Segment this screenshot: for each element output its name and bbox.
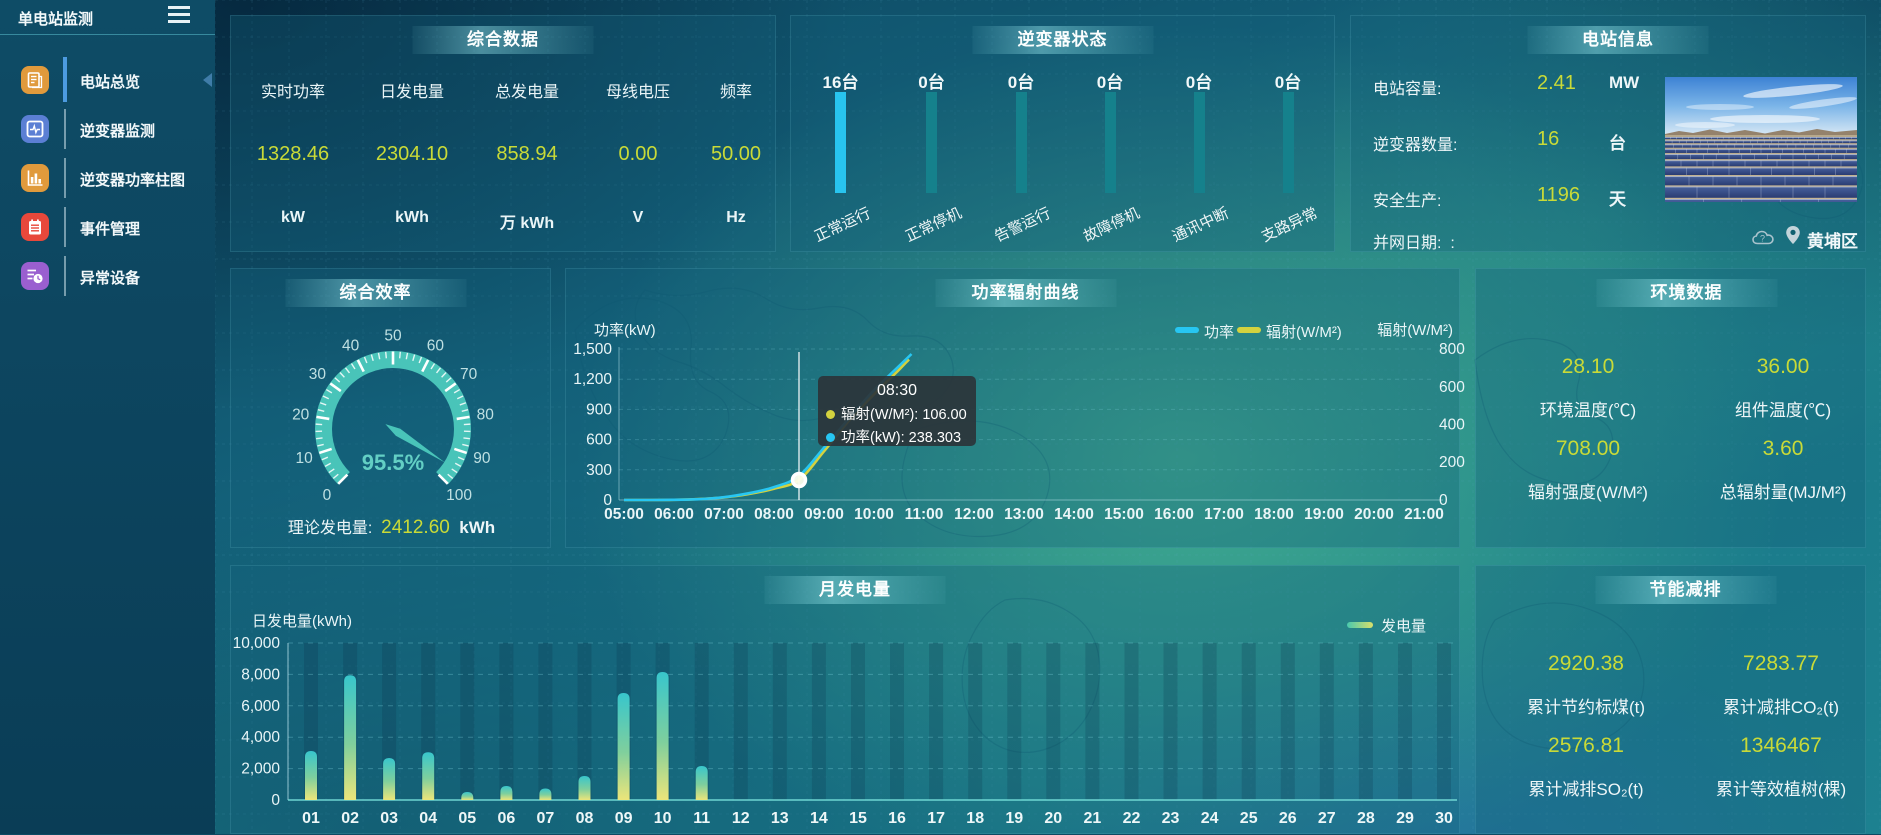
svg-text:11: 11 [693, 810, 710, 827]
svg-text:900: 900 [586, 401, 612, 418]
svg-text:08:00: 08:00 [754, 506, 794, 523]
svg-text:18:00: 18:00 [1254, 506, 1294, 523]
svg-text:6,000: 6,000 [241, 698, 280, 715]
svg-text:25: 25 [1240, 810, 1258, 827]
svg-text:14:00: 14:00 [1054, 506, 1094, 523]
svg-text:15: 15 [849, 810, 867, 827]
svg-text:90: 90 [473, 450, 491, 467]
svg-text:80: 80 [477, 406, 495, 423]
svg-text:20: 20 [292, 406, 310, 423]
svg-text:08: 08 [576, 810, 594, 827]
svg-text:21: 21 [1084, 810, 1102, 827]
svg-text:0: 0 [323, 487, 332, 504]
svg-text:11:00: 11:00 [905, 506, 944, 523]
svg-text:17: 17 [927, 810, 945, 827]
svg-text:16: 16 [888, 810, 906, 827]
svg-text:26: 26 [1279, 810, 1297, 827]
svg-text:28: 28 [1357, 810, 1375, 827]
svg-text:600: 600 [1439, 379, 1465, 396]
svg-text:16:00: 16:00 [1154, 506, 1194, 523]
svg-text:24: 24 [1201, 810, 1219, 827]
svg-text:27: 27 [1318, 810, 1336, 827]
svg-text:06:00: 06:00 [654, 506, 694, 523]
svg-text:200: 200 [1439, 454, 1465, 471]
svg-text:1,500: 1,500 [573, 341, 612, 358]
svg-text:12:00: 12:00 [954, 506, 994, 523]
svg-text:30: 30 [309, 366, 327, 383]
svg-text:04: 04 [419, 810, 437, 827]
svg-text:60: 60 [427, 338, 445, 355]
svg-text:13: 13 [771, 810, 789, 827]
svg-text:95.5%: 95.5% [362, 450, 424, 475]
svg-text:01: 01 [302, 810, 320, 827]
svg-text:20: 20 [1044, 810, 1062, 827]
svg-text:09: 09 [615, 810, 633, 827]
svg-text:4,000: 4,000 [241, 729, 280, 746]
svg-text:14: 14 [810, 810, 828, 827]
svg-text:07:00: 07:00 [704, 506, 744, 523]
svg-text:17:00: 17:00 [1204, 506, 1244, 523]
svg-text:07: 07 [537, 810, 555, 827]
svg-text:800: 800 [1439, 341, 1465, 358]
svg-text:19: 19 [1005, 810, 1023, 827]
svg-text:02: 02 [341, 810, 359, 827]
svg-text:400: 400 [1439, 417, 1465, 434]
svg-text:0: 0 [1439, 492, 1448, 509]
svg-text:21:00: 21:00 [1404, 506, 1444, 523]
svg-text:10:00: 10:00 [854, 506, 894, 523]
svg-text:09:00: 09:00 [804, 506, 844, 523]
svg-text:23: 23 [1162, 810, 1180, 827]
svg-text:22: 22 [1123, 810, 1141, 827]
svg-text:0: 0 [271, 792, 280, 809]
svg-text:40: 40 [342, 338, 360, 355]
svg-text:300: 300 [586, 462, 612, 479]
svg-text:600: 600 [586, 432, 612, 449]
svg-text:13:00: 13:00 [1004, 506, 1044, 523]
svg-text:50: 50 [384, 328, 402, 345]
svg-text:70: 70 [460, 366, 478, 383]
svg-text:10,000: 10,000 [233, 635, 281, 652]
svg-text:20:00: 20:00 [1354, 506, 1394, 523]
svg-text:8,000: 8,000 [241, 666, 280, 683]
svg-text:1,200: 1,200 [573, 371, 612, 388]
svg-text:29: 29 [1396, 810, 1414, 827]
svg-text:05: 05 [458, 810, 476, 827]
svg-text:12: 12 [732, 810, 750, 827]
svg-text:03: 03 [380, 810, 398, 827]
svg-text:19:00: 19:00 [1304, 506, 1344, 523]
svg-text:?: ? [1760, 234, 1765, 244]
svg-text:10: 10 [295, 450, 313, 467]
svg-text:2,000: 2,000 [241, 761, 280, 778]
svg-text:0: 0 [603, 492, 612, 509]
svg-text:18: 18 [966, 810, 984, 827]
svg-text:15:00: 15:00 [1104, 506, 1144, 523]
svg-text:30: 30 [1435, 810, 1453, 827]
svg-text:10: 10 [654, 810, 672, 827]
svg-text:100: 100 [446, 487, 472, 504]
svg-text:06: 06 [498, 810, 516, 827]
